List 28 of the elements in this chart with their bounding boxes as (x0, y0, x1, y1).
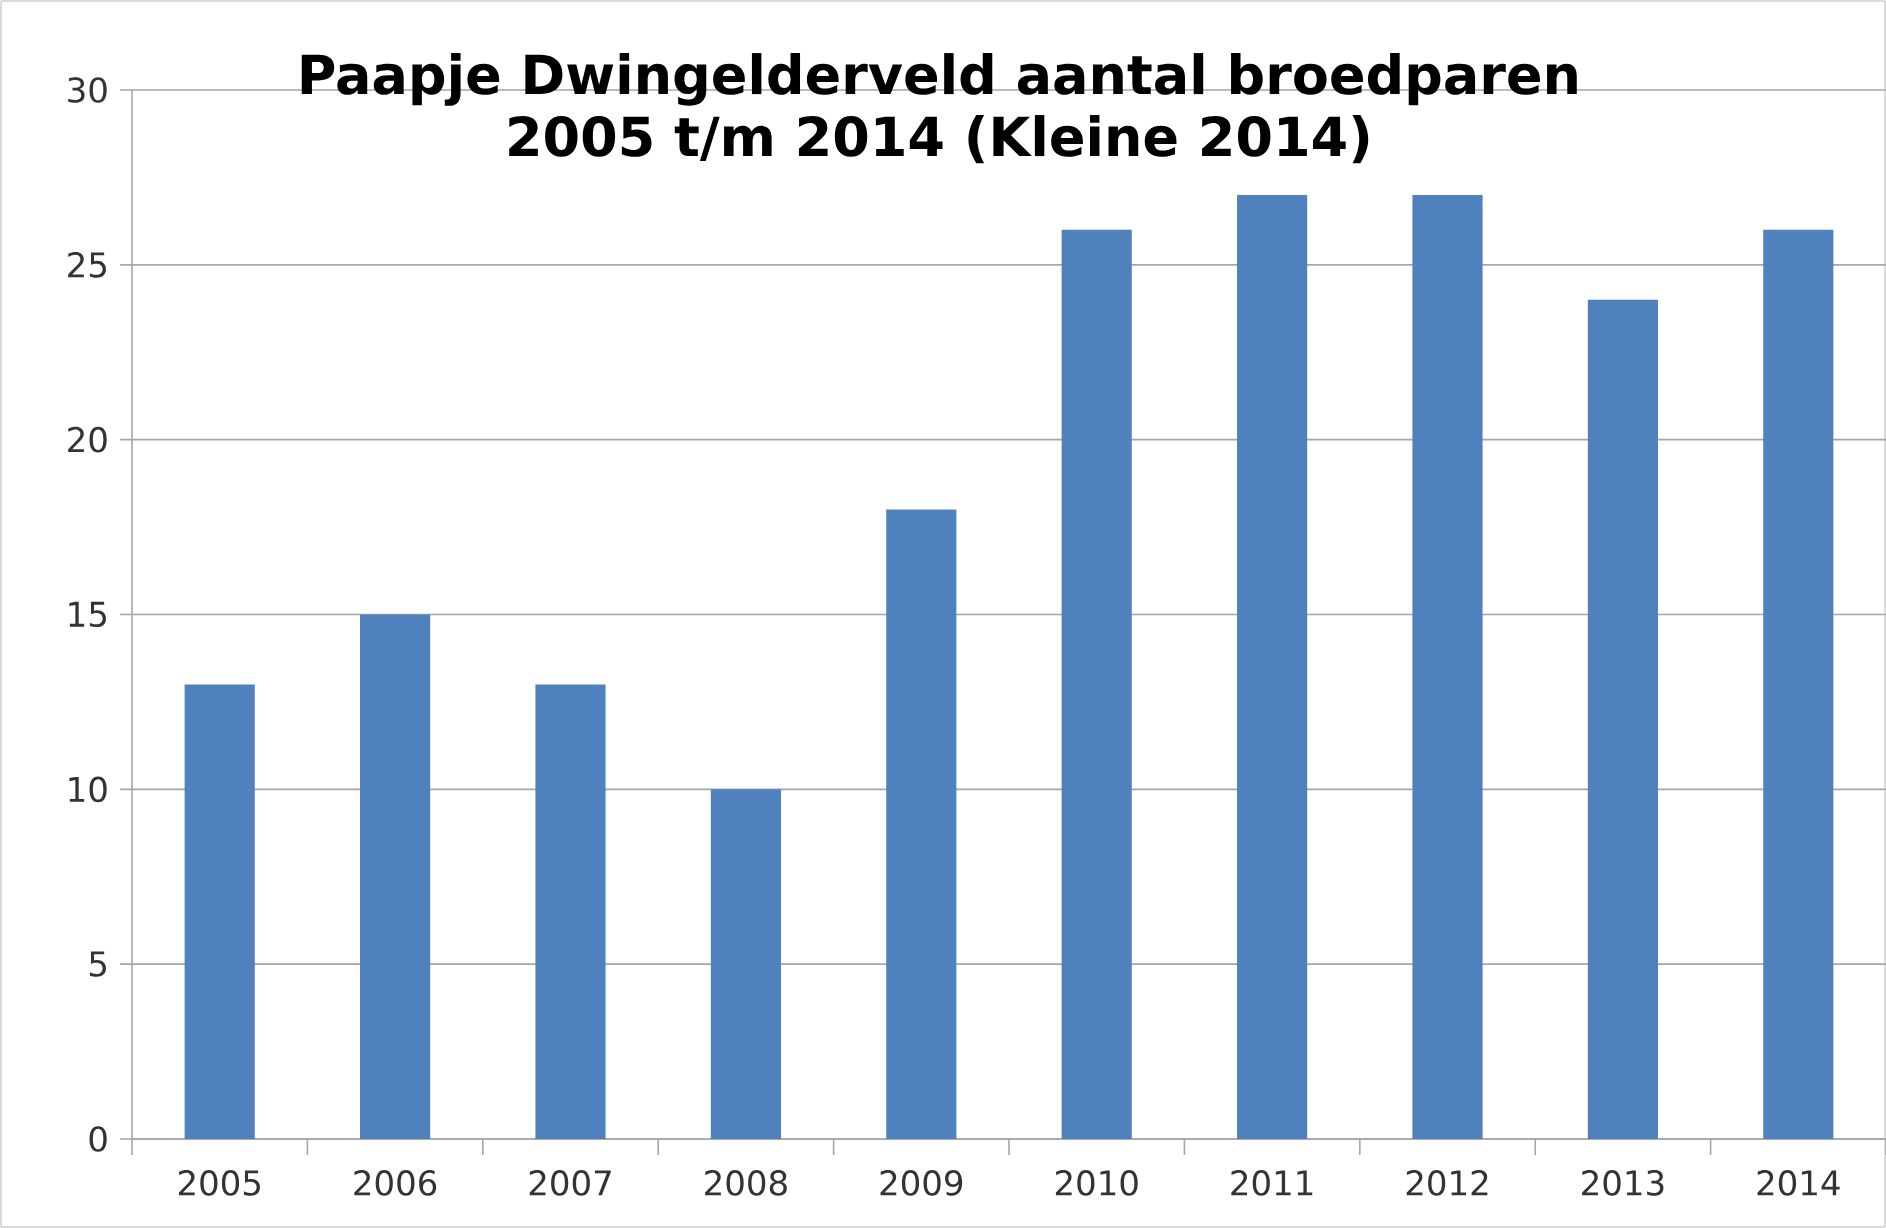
y-tick-label: 0 (89, 1126, 107, 1152)
bar (1061, 229, 1132, 1139)
x-tick-label: 2007 (529, 1170, 611, 1196)
bar (535, 684, 606, 1139)
x-tick-label: 2012 (1406, 1170, 1488, 1196)
y-tick-label: 20 (68, 426, 107, 453)
bar (710, 789, 781, 1139)
bar (1587, 299, 1658, 1139)
x-tick-label: 2013 (1582, 1170, 1664, 1196)
x-tick-label: 2014 (1757, 1170, 1840, 1196)
y-tick-label: 5 (89, 951, 106, 977)
bar (184, 684, 255, 1139)
bar (886, 509, 957, 1139)
x-tick-label: 2009 (880, 1170, 963, 1196)
x-tick-label: 2005 (178, 1170, 260, 1196)
bar (1412, 194, 1483, 1139)
y-tick-label: 25 (68, 251, 106, 278)
bar (360, 614, 431, 1139)
x-tick-label: 2006 (354, 1170, 437, 1196)
y-tick-label: 10 (69, 776, 107, 803)
y-tick-label: 30 (68, 77, 107, 103)
y-tick-label: 15 (69, 601, 106, 628)
x-tick-label: 2010 (1055, 1170, 1138, 1196)
x-tick-label: 2008 (705, 1170, 787, 1196)
chart-title: Paapje Dwingelderveld aantal broedparen 2005 t/m 2014 (Kleine 2014) (301, 53, 1577, 164)
x-tick-label: 2011 (1231, 1170, 1313, 1196)
bar (1763, 229, 1834, 1139)
bar (1237, 194, 1308, 1139)
